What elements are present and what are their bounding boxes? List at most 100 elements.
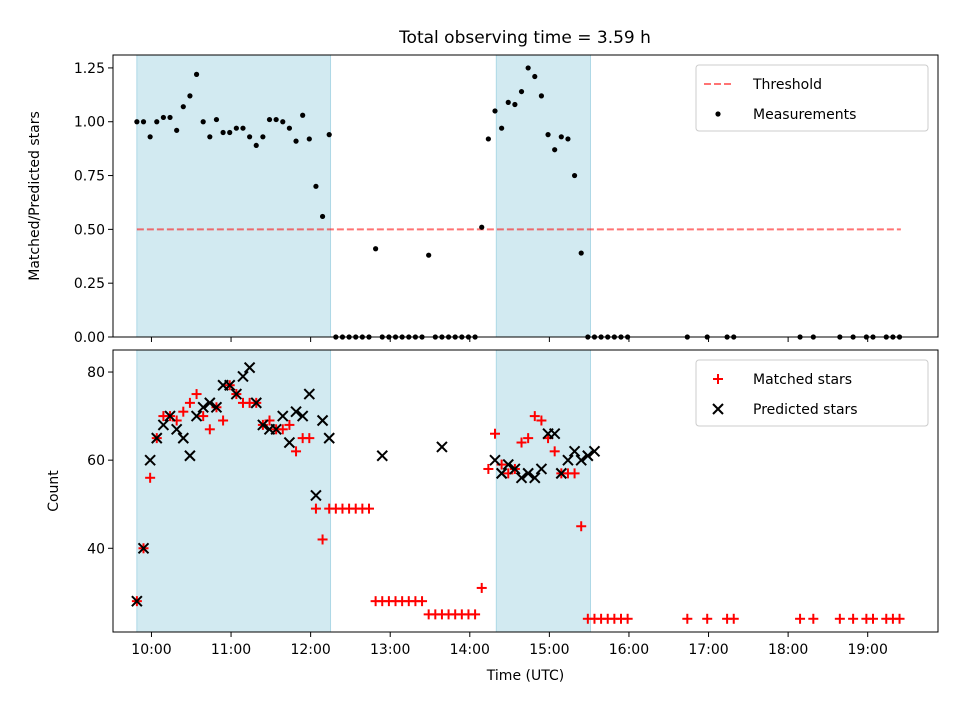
measurement-point: [220, 129, 226, 136]
predicted-star-point: [529, 472, 541, 484]
predicted-star-point: [144, 454, 156, 466]
measurement-point: [578, 250, 584, 256]
matched-star-point: [808, 613, 819, 624]
legend-frame: [695, 64, 929, 132]
measurement-point: [499, 125, 505, 131]
x-tick-label: 10:00: [131, 642, 171, 658]
matched-star-point: [549, 446, 560, 457]
count-panel: 40 60 80 10:00 11:00 12:00 13:00 14:00 15:00 16:0…: [46, 349, 939, 684]
legend-label: Threshold: [752, 77, 822, 93]
measurement-point: [240, 125, 246, 131]
x-tick-label: 11:00: [211, 642, 251, 658]
matched-star-point: [728, 613, 739, 624]
measurement-point: [187, 93, 193, 99]
predicted-star-point: [562, 454, 574, 466]
predicted-star-point: [582, 450, 594, 462]
predicted-star-point: [164, 410, 176, 422]
measurement-point: [293, 138, 299, 144]
matched-star-point: [702, 613, 713, 624]
matched-star-point: [204, 424, 215, 435]
measurement-point: [200, 119, 206, 125]
measurement-point: [286, 125, 293, 131]
measurement-point: [180, 104, 186, 110]
x-tick-label: 12:00: [290, 642, 330, 658]
predicted-star-point: [575, 454, 587, 466]
measurement-point: [266, 116, 273, 123]
measurement-point: [313, 183, 319, 189]
predicted-star-point: [237, 370, 249, 383]
x-axis-label: Time (UTC): [486, 668, 564, 684]
predicted-star-point: [224, 379, 236, 391]
matched-star-point: [483, 463, 494, 474]
x-tick-label: 14:00: [450, 642, 490, 658]
y-tick-label: 0.75: [74, 169, 105, 185]
measurement-point: [193, 71, 200, 77]
legend-matched-swatch: [713, 374, 723, 384]
legend: Threshold Measurements: [695, 64, 929, 132]
matched-star-point: [848, 613, 859, 624]
shaded-interval-2: [495, 349, 591, 633]
predicted-star-point: [303, 388, 316, 400]
predicted-star-point: [170, 423, 183, 436]
matched-star-point: [178, 406, 189, 417]
measurement-point: [247, 134, 253, 140]
measurement-point: [160, 114, 167, 121]
predicted-star-point: [436, 441, 448, 453]
measurement-point: [167, 114, 173, 121]
matched-star-point: [198, 411, 209, 422]
measurement-point: [525, 65, 531, 71]
matched-star-point: [277, 424, 288, 435]
measurement-point: [280, 119, 286, 125]
predicted-star-point: [157, 419, 170, 431]
y-axis-label: Count: [46, 470, 62, 512]
predicted-star-point: [502, 458, 514, 471]
y-tick-label: 60: [87, 453, 105, 469]
predicted-star-point: [489, 454, 501, 466]
matched-star-point: [529, 411, 540, 422]
predicted-star-point: [270, 423, 282, 436]
x-tick-label: 15:00: [529, 642, 569, 658]
measurement-point: [213, 116, 220, 123]
predicted-star-point: [184, 450, 196, 462]
measurement-point: [306, 136, 312, 142]
measurement-point: [174, 127, 180, 133]
predicted-star-point: [151, 432, 163, 444]
predicted-star-point: [515, 472, 528, 484]
shaded-interval-1: [136, 54, 332, 338]
y-tick-label: 40: [87, 541, 105, 557]
legend-label: Matched stars: [753, 372, 852, 388]
measurement-point: [538, 93, 545, 99]
y-tick-label: 80: [87, 365, 105, 381]
matched-star-point: [868, 613, 879, 624]
predicted-star-point: [230, 388, 243, 400]
chart-title: Total observing time = 3.59 h: [398, 28, 651, 48]
predicted-star-point: [296, 410, 309, 422]
measurement-point: [319, 213, 326, 220]
matched-star-point: [304, 433, 315, 444]
x-tick-label: 17:00: [688, 642, 728, 658]
predicted-star-point: [310, 489, 322, 502]
predicted-star-point: [177, 432, 190, 444]
y-tick-label: 0.00: [74, 330, 105, 346]
matched-star-point: [569, 468, 580, 479]
measurement-point: [512, 101, 518, 108]
predicted-star-point: [495, 467, 508, 480]
measurement-point: [565, 136, 571, 142]
legend-label: Predicted stars: [753, 402, 858, 418]
matched-star-point: [363, 503, 374, 514]
legend: Matched stars Predicted stars: [695, 359, 929, 427]
predicted-star-point: [243, 361, 256, 374]
matched-star-point: [417, 596, 428, 607]
matched-star-point: [284, 419, 295, 430]
matched-star-point: [310, 503, 321, 514]
predicted-star-point: [316, 414, 329, 427]
x-tick-label: 13:00: [370, 642, 410, 658]
legend-predicted-swatch: [712, 403, 724, 415]
predicted-star-point: [210, 401, 223, 413]
measurement-point: [134, 119, 140, 125]
y-axis-label: Matched/Predicted stars: [27, 111, 43, 281]
matched-star-point: [576, 521, 587, 532]
predicted-star-point: [277, 410, 289, 422]
predicted-star-point: [197, 401, 209, 413]
